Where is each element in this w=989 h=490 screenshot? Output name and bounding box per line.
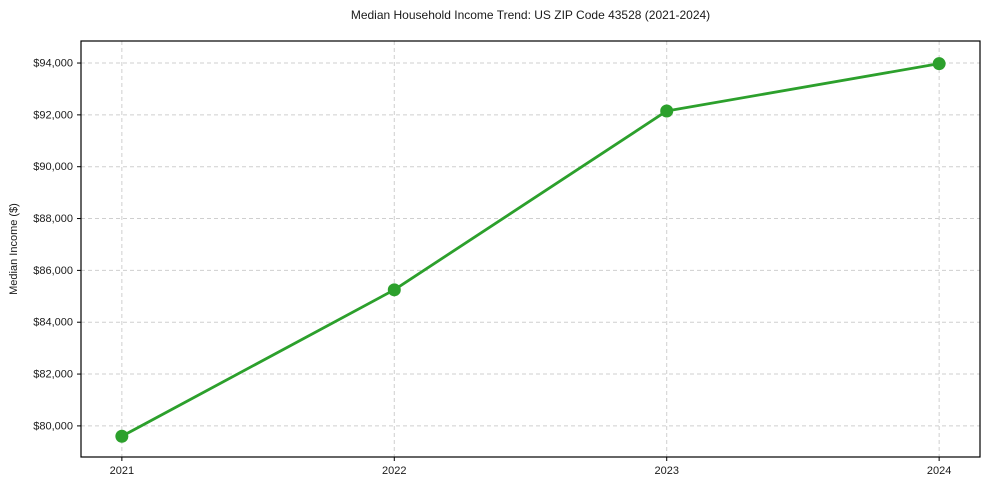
data-point-marker: [115, 429, 129, 443]
x-tick-label: 2021: [110, 465, 134, 477]
y-tick-label: $88,000: [33, 213, 73, 225]
data-point-marker: [660, 104, 674, 118]
data-point-marker: [387, 283, 401, 297]
y-tick-label: $82,000: [33, 369, 73, 381]
x-tick-label: 2024: [927, 465, 951, 477]
x-tick-label: 2023: [654, 465, 678, 477]
income-trend-line: [120, 62, 941, 438]
y-tick-label: $84,000: [33, 317, 73, 329]
plot-border: [80, 40, 981, 458]
x-tick-label: 2022: [382, 465, 406, 477]
y-tick-label: $90,000: [33, 161, 73, 173]
y-tick-label: $94,000: [33, 58, 73, 70]
y-axis-label: Median Income ($): [8, 203, 20, 295]
y-tick-label: $92,000: [33, 109, 73, 121]
chart-title: Median Household Income Trend: US ZIP Co…: [350, 8, 711, 22]
y-tick-label: $86,000: [33, 265, 73, 277]
y-tick-label: $80,000: [33, 420, 73, 432]
data-point-marker: [932, 57, 946, 71]
